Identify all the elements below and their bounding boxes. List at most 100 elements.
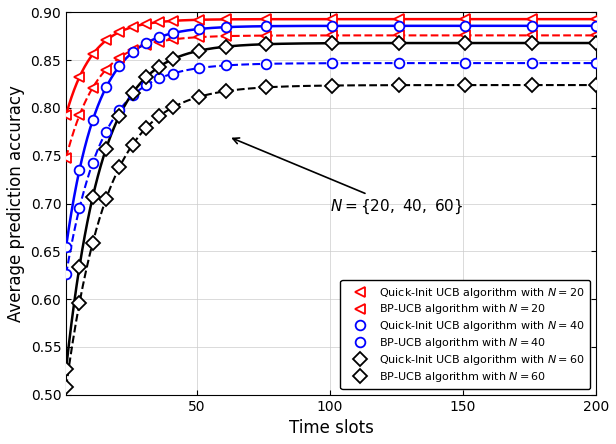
Quick-Init UCB algorithm with $N = 20$: [76, 75, 83, 80]
BP-UCB algorithm with $N = 20$: [462, 33, 469, 38]
BP-UCB algorithm with $N = 60$: [329, 83, 336, 88]
Quick-Init UCB algorithm with $N = 60$: [262, 42, 269, 47]
Quick-Init UCB algorithm with $N = 60$: [462, 40, 469, 46]
BP-UCB algorithm with $N = 60$: [116, 165, 123, 170]
Quick-Init UCB algorithm with $N = 60$: [116, 113, 123, 119]
BP-UCB algorithm with $N = 60$: [169, 105, 176, 110]
Quick-Init UCB algorithm with $N = 20$: [195, 17, 203, 23]
Quick-Init UCB algorithm with $N = 40$: [592, 23, 599, 28]
Quick-Init UCB algorithm with $N = 40$: [129, 50, 136, 55]
Quick-Init UCB algorithm with $N = 40$: [395, 23, 403, 28]
BP-UCB algorithm with $N = 40$: [116, 107, 123, 113]
BP-UCB algorithm with $N = 40$: [329, 60, 336, 66]
Quick-Init UCB algorithm with $N = 60$: [89, 194, 97, 200]
Quick-Init UCB algorithm with $N = 40$: [76, 167, 83, 173]
BP-UCB algorithm with $N = 40$: [89, 160, 97, 166]
Quick-Init UCB algorithm with $N = 20$: [142, 21, 150, 27]
BP-UCB algorithm with $N = 40$: [129, 93, 136, 98]
BP-UCB algorithm with $N = 40$: [262, 61, 269, 67]
Quick-Init UCB algorithm with $N = 60$: [102, 146, 110, 151]
BP-UCB algorithm with $N = 40$: [156, 76, 163, 81]
BP-UCB algorithm with $N = 20$: [529, 33, 536, 38]
Quick-Init UCB algorithm with $N = 20$: [116, 29, 123, 35]
Quick-Init UCB algorithm with $N = 20$: [592, 16, 599, 22]
Y-axis label: Average prediction accuracy: Average prediction accuracy: [7, 85, 25, 322]
BP-UCB algorithm with $N = 20$: [142, 42, 150, 48]
Quick-Init UCB algorithm with $N = 20$: [129, 24, 136, 30]
BP-UCB algorithm with $N = 20$: [62, 155, 70, 160]
Quick-Init UCB algorithm with $N = 20$: [529, 16, 536, 22]
Quick-Init UCB algorithm with $N = 40$: [462, 23, 469, 28]
Quick-Init UCB algorithm with $N = 40$: [195, 26, 203, 32]
BP-UCB algorithm with $N = 20$: [592, 33, 599, 38]
BP-UCB algorithm with $N = 40$: [169, 71, 176, 76]
Quick-Init UCB algorithm with $N = 40$: [142, 40, 150, 46]
Quick-Init UCB algorithm with $N = 20$: [156, 20, 163, 25]
BP-UCB algorithm with $N = 60$: [462, 83, 469, 88]
Quick-Init UCB algorithm with $N = 20$: [395, 16, 403, 22]
Line: BP-UCB algorithm with $N = 20$: BP-UCB algorithm with $N = 20$: [61, 31, 601, 163]
Quick-Init UCB algorithm with $N = 40$: [156, 35, 163, 40]
Quick-Init UCB algorithm with $N = 60$: [195, 48, 203, 53]
Quick-Init UCB algorithm with $N = 60$: [329, 40, 336, 46]
BP-UCB algorithm with $N = 60$: [89, 240, 97, 246]
Quick-Init UCB algorithm with $N = 20$: [102, 38, 110, 43]
BP-UCB algorithm with $N = 40$: [462, 60, 469, 66]
Quick-Init UCB algorithm with $N = 40$: [62, 244, 70, 249]
BP-UCB algorithm with $N = 20$: [395, 33, 403, 38]
Line: Quick-Init UCB algorithm with $N = 60$: Quick-Init UCB algorithm with $N = 60$: [61, 38, 601, 374]
BP-UCB algorithm with $N = 40$: [222, 63, 230, 68]
Quick-Init UCB algorithm with $N = 60$: [169, 56, 176, 62]
BP-UCB algorithm with $N = 60$: [195, 94, 203, 99]
BP-UCB algorithm with $N = 40$: [195, 65, 203, 71]
BP-UCB algorithm with $N = 20$: [76, 113, 83, 118]
Quick-Init UCB algorithm with $N = 40$: [169, 31, 176, 36]
BP-UCB algorithm with $N = 20$: [329, 33, 336, 38]
Quick-Init UCB algorithm with $N = 60$: [76, 264, 83, 270]
BP-UCB algorithm with $N = 60$: [142, 125, 150, 131]
Quick-Init UCB algorithm with $N = 60$: [529, 40, 536, 46]
BP-UCB algorithm with $N = 20$: [129, 48, 136, 53]
Quick-Init UCB algorithm with $N = 40$: [116, 63, 123, 69]
Quick-Init UCB algorithm with $N = 60$: [142, 75, 150, 80]
Quick-Init UCB algorithm with $N = 20$: [329, 16, 336, 22]
Quick-Init UCB algorithm with $N = 20$: [169, 18, 176, 24]
BP-UCB algorithm with $N = 20$: [222, 33, 230, 39]
BP-UCB algorithm with $N = 60$: [156, 113, 163, 119]
BP-UCB algorithm with $N = 60$: [592, 83, 599, 88]
Line: BP-UCB algorithm with $N = 60$: BP-UCB algorithm with $N = 60$: [61, 80, 601, 392]
Quick-Init UCB algorithm with $N = 40$: [529, 23, 536, 28]
BP-UCB algorithm with $N = 60$: [76, 301, 83, 306]
BP-UCB algorithm with $N = 60$: [222, 88, 230, 94]
Quick-Init UCB algorithm with $N = 40$: [329, 23, 336, 28]
BP-UCB algorithm with $N = 40$: [142, 83, 150, 88]
Quick-Init UCB algorithm with $N = 60$: [222, 44, 230, 49]
Quick-Init UCB algorithm with $N = 40$: [262, 24, 269, 29]
BP-UCB algorithm with $N = 60$: [529, 83, 536, 88]
Line: Quick-Init UCB algorithm with $N = 40$: Quick-Init UCB algorithm with $N = 40$: [61, 21, 601, 251]
Quick-Init UCB algorithm with $N = 20$: [222, 17, 230, 22]
BP-UCB algorithm with $N = 60$: [129, 142, 136, 147]
BP-UCB algorithm with $N = 20$: [195, 35, 203, 40]
Legend: Quick-Init UCB algorithm with $N = 20$, BP-UCB algorithm with $N = 20$, Quick-In: Quick-Init UCB algorithm with $N = 20$, …: [340, 280, 590, 389]
Quick-Init UCB algorithm with $N = 20$: [62, 112, 70, 117]
BP-UCB algorithm with $N = 40$: [529, 60, 536, 66]
X-axis label: Time slots: Time slots: [288, 419, 373, 437]
BP-UCB algorithm with $N = 40$: [62, 272, 70, 277]
Text: $N = \{20,\ 40,\ 60\}$: $N = \{20,\ 40,\ 60\}$: [233, 138, 463, 216]
BP-UCB algorithm with $N = 40$: [102, 129, 110, 134]
BP-UCB algorithm with $N = 60$: [62, 385, 70, 390]
BP-UCB algorithm with $N = 60$: [262, 85, 269, 90]
Line: BP-UCB algorithm with $N = 40$: BP-UCB algorithm with $N = 40$: [61, 58, 601, 279]
BP-UCB algorithm with $N = 20$: [156, 39, 163, 44]
BP-UCB algorithm with $N = 20$: [102, 67, 110, 72]
Quick-Init UCB algorithm with $N = 40$: [89, 118, 97, 123]
Quick-Init UCB algorithm with $N = 40$: [102, 85, 110, 90]
BP-UCB algorithm with $N = 60$: [102, 196, 110, 202]
Quick-Init UCB algorithm with $N = 60$: [395, 40, 403, 46]
Quick-Init UCB algorithm with $N = 20$: [89, 52, 97, 57]
BP-UCB algorithm with $N = 40$: [76, 206, 83, 211]
BP-UCB algorithm with $N = 20$: [169, 37, 176, 42]
BP-UCB algorithm with $N = 40$: [395, 60, 403, 66]
Quick-Init UCB algorithm with $N = 20$: [462, 16, 469, 22]
